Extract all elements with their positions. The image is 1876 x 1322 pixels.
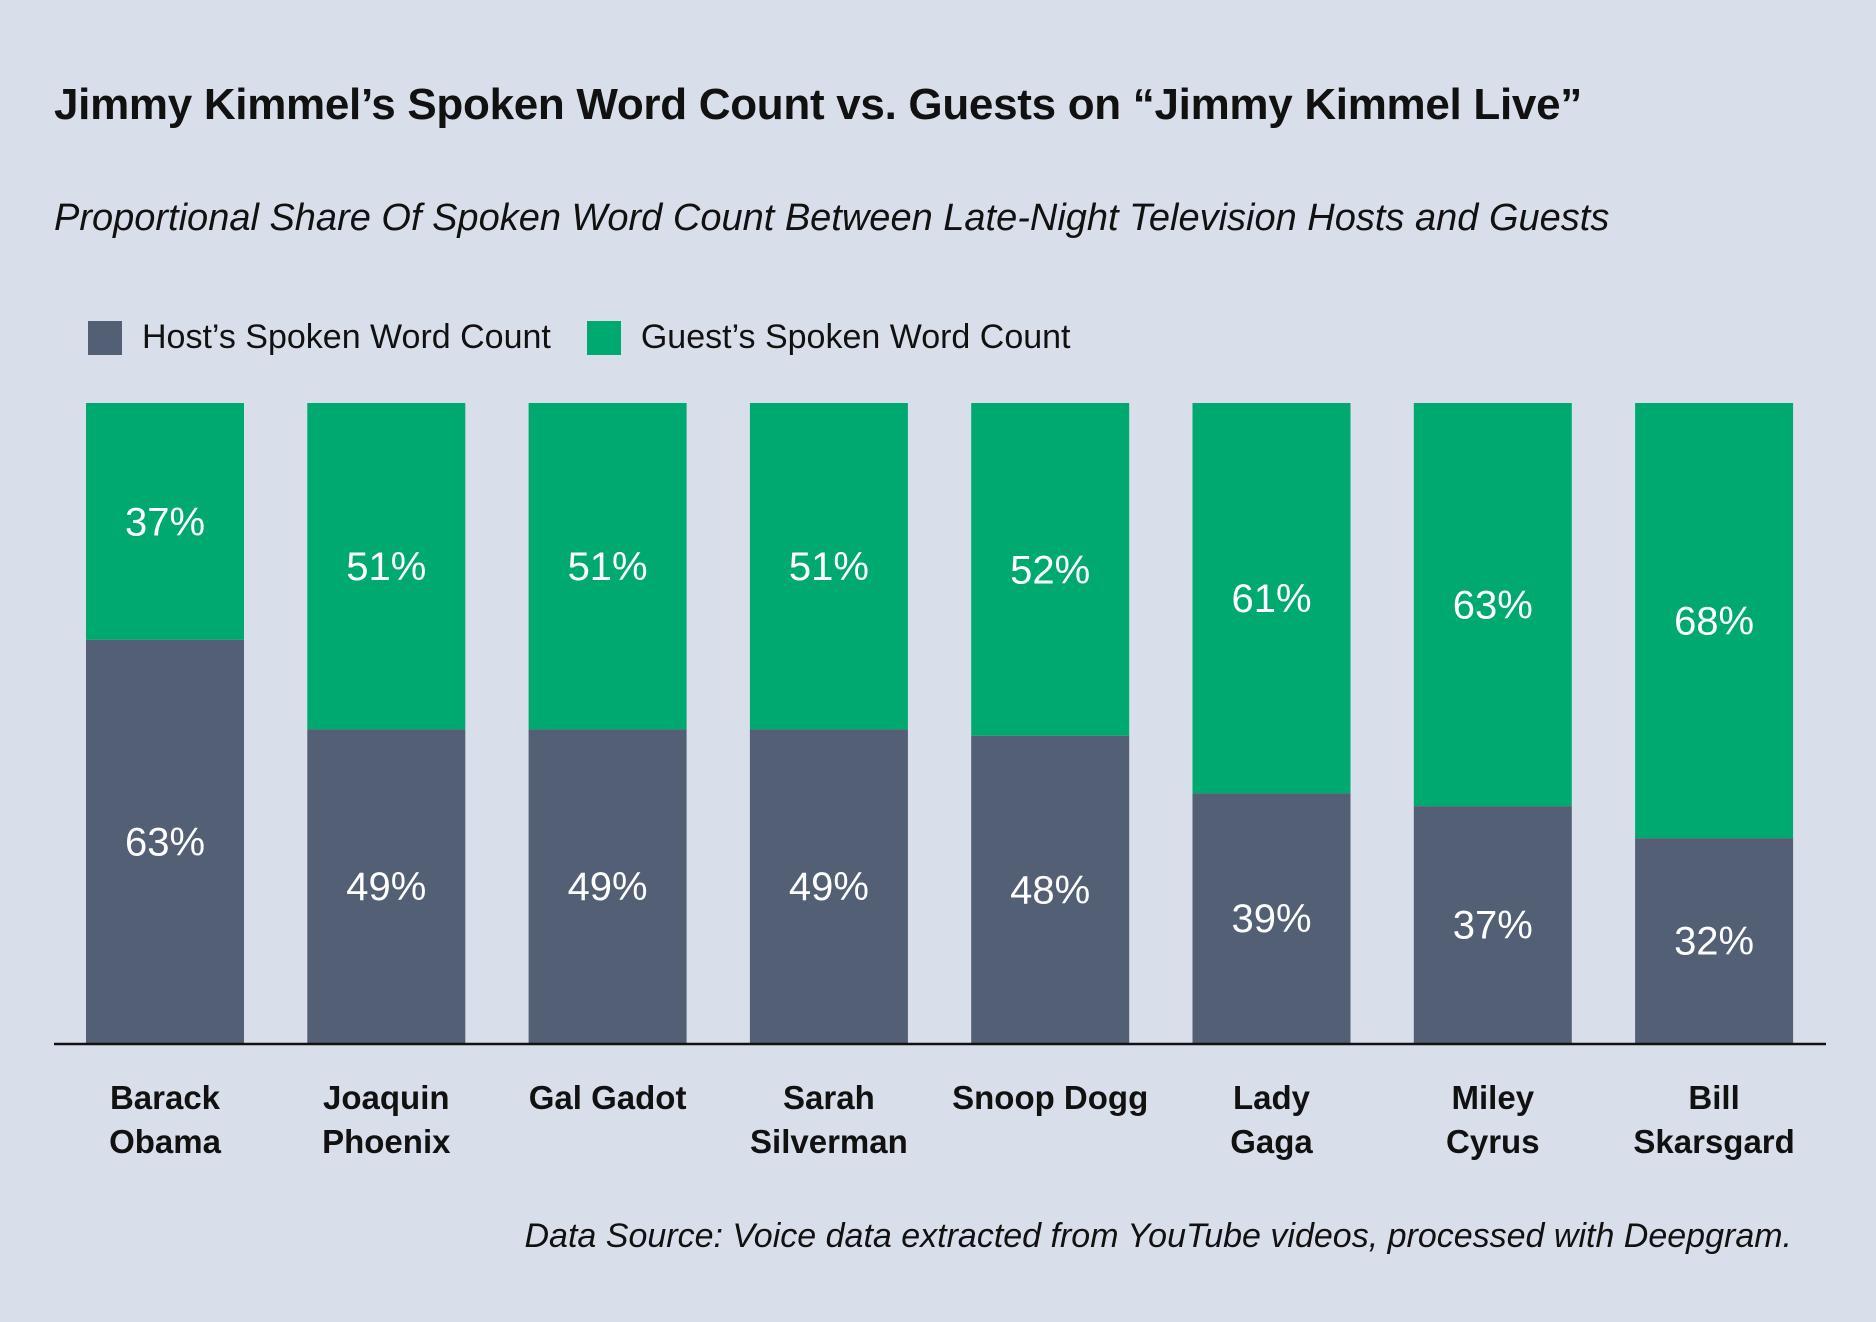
data-label-host-0: 63% bbox=[125, 820, 205, 864]
category-label-5-line-0: Lady bbox=[1233, 1079, 1311, 1116]
category-label-3-line-1: Silverman bbox=[750, 1123, 908, 1160]
bar-guest-0 bbox=[86, 403, 244, 640]
data-label-guest-2: 51% bbox=[568, 545, 648, 589]
data-label-host-7: 32% bbox=[1674, 920, 1754, 964]
bar-guest-4 bbox=[971, 403, 1130, 736]
bar-guest-1 bbox=[307, 403, 466, 730]
data-label-guest-3: 51% bbox=[789, 545, 869, 589]
bar-guest-7 bbox=[1635, 403, 1794, 839]
category-label-1-line-1: Phoenix bbox=[322, 1123, 451, 1160]
category-label-2-line-0: Gal Gadot bbox=[529, 1079, 687, 1116]
category-label-0-line-1: Obama bbox=[109, 1123, 222, 1160]
data-label-guest-4: 52% bbox=[1010, 548, 1090, 592]
bar-host-5 bbox=[1192, 793, 1351, 1043]
bar-guest-5 bbox=[1192, 403, 1351, 794]
bar-guest-3 bbox=[749, 403, 908, 730]
bar-host-3 bbox=[749, 729, 908, 1043]
data-label-host-1: 49% bbox=[346, 865, 426, 909]
category-label-6-line-0: Miley bbox=[1452, 1079, 1535, 1116]
bar-host-1 bbox=[307, 729, 466, 1043]
legend-swatch-host bbox=[88, 320, 122, 355]
category-label-7-line-0: Bill bbox=[1688, 1079, 1739, 1116]
category-label-3-line-0: Sarah bbox=[783, 1079, 875, 1116]
data-label-guest-0: 37% bbox=[125, 500, 205, 544]
data-label-guest-6: 63% bbox=[1453, 584, 1533, 628]
data-label-host-5: 39% bbox=[1231, 897, 1311, 941]
category-label-7-line-1: Skarsgard bbox=[1633, 1123, 1794, 1160]
data-source-note: Data Source: Voice data extracted from Y… bbox=[524, 1217, 1793, 1255]
bar-host-6 bbox=[1413, 806, 1572, 1043]
legend-swatch-guest bbox=[586, 320, 621, 355]
category-label-6-line-1: Cyrus bbox=[1446, 1123, 1540, 1160]
data-label-host-3: 49% bbox=[789, 865, 869, 909]
data-label-host-4: 48% bbox=[1010, 868, 1090, 912]
bar-guest-2 bbox=[528, 403, 687, 730]
chart-title: Jimmy Kimmel’s Spoken Word Count vs. Gue… bbox=[54, 80, 1582, 129]
bar-host-2 bbox=[528, 729, 687, 1043]
legend-item-host: Host’s Spoken Word Count bbox=[88, 318, 551, 357]
legend-label-host: Host’s Spoken Word Count bbox=[142, 318, 551, 356]
legend-item-guest: Guest’s Spoken Word Count bbox=[586, 318, 1071, 357]
data-label-guest-7: 68% bbox=[1674, 600, 1754, 644]
legend: Host’s Spoken Word Count Guest’s Spoken … bbox=[88, 318, 1107, 357]
bar-host-7 bbox=[1635, 838, 1794, 1043]
data-label-host-6: 37% bbox=[1453, 904, 1533, 948]
bar-host-0 bbox=[86, 639, 244, 1043]
legend-label-guest: Guest’s Spoken Word Count bbox=[640, 318, 1071, 356]
category-label-4-line-0: Snoop Dogg bbox=[952, 1079, 1148, 1116]
data-label-host-2: 49% bbox=[568, 865, 648, 909]
bar-host-4 bbox=[971, 735, 1130, 1043]
bar-guest-6 bbox=[1413, 403, 1572, 807]
data-label-guest-5: 61% bbox=[1231, 577, 1311, 621]
category-label-5-line-1: Gaga bbox=[1230, 1123, 1313, 1160]
chart-subtitle: Proportional Share Of Spoken Word Count … bbox=[54, 197, 1610, 239]
data-label-guest-1: 51% bbox=[346, 545, 426, 589]
category-label-0-line-0: Barack bbox=[110, 1079, 221, 1116]
category-label-1-line-0: Joaquin bbox=[323, 1079, 450, 1116]
